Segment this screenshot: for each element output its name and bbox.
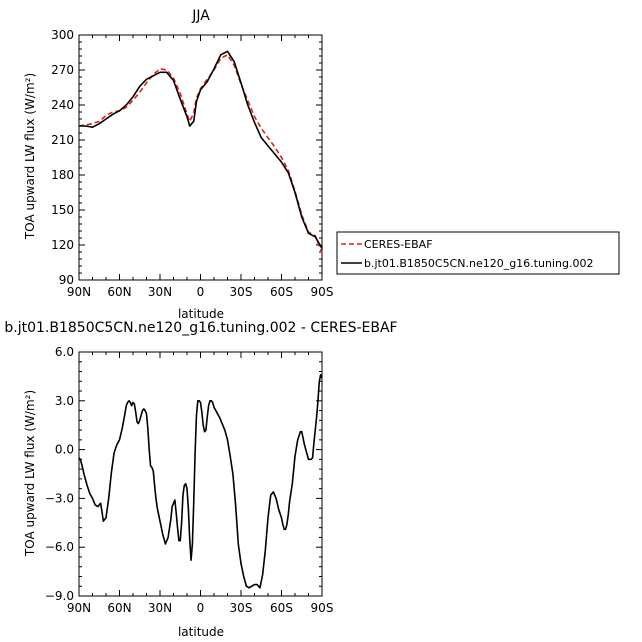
top-y-tick-label: 240	[51, 98, 74, 112]
bottom-plot-area: −9.0 −6.0 −3.0 0.0 3.0 6.0 90N 60N 30N 0 30S 60S 90S	[45, 345, 334, 615]
bottom-x-tick-label: 30N	[148, 601, 172, 615]
top-x-tick-label: 30N	[148, 285, 172, 299]
top-y-tick-label: 210	[51, 133, 74, 147]
bottom-y-tick-label: −9.0	[45, 589, 74, 603]
top-x-tick-label: 0	[197, 285, 205, 299]
bottom-y-tick-label: −3.0	[45, 491, 74, 505]
top-y-tick-label: 90	[59, 273, 74, 287]
bottom-series-line-0	[78, 373, 323, 589]
legend: CERES-EBAF b.jt01.B1850C5CN.ne120_g16.tu…	[336, 231, 620, 275]
bottom-y-tick-label: 3.0	[55, 394, 74, 408]
bottom-y-tick-label: 6.0	[55, 345, 74, 359]
bottom-y-axis-label: TOA upward LW flux (W/m²)	[23, 390, 37, 557]
legend-label-ceres: CERES-EBAF	[364, 238, 433, 251]
bottom-y-tick-label: 0.0	[55, 443, 74, 457]
top-frame	[78, 34, 323, 281]
top-chart-title: JJA	[191, 8, 210, 24]
bottom-panel: b.jt01.B1850C5CN.ne120_g16.tuning.002 - …	[4, 320, 397, 639]
bottom-x-tick-label: 0	[197, 601, 205, 615]
top-y-axis-label: TOA upward LW flux (W/m²)	[23, 73, 37, 240]
top-x-tick-label: 90N	[67, 285, 91, 299]
top-y-tick-label: 270	[51, 63, 74, 77]
bottom-x-axis-label: latitude	[178, 625, 224, 639]
top-x-tick-label: 90S	[311, 285, 334, 299]
top-series-line-0	[78, 54, 323, 254]
top-y-tick-label: 300	[51, 28, 74, 42]
top-y-tick-label: 120	[51, 238, 74, 252]
bottom-x-tick-label: 30S	[230, 601, 253, 615]
bottom-y-tick-label: −6.0	[45, 540, 74, 554]
top-x-tick-label: 60S	[270, 285, 293, 299]
top-x-tick-label: 30S	[230, 285, 253, 299]
top-y-tick-label: 180	[51, 168, 74, 182]
bottom-x-tick-label: 90S	[311, 601, 334, 615]
top-series-line-1	[79, 50, 323, 249]
legend-label-model: b.jt01.B1850C5CN.ne120_g16.tuning.002	[364, 257, 593, 270]
top-panel: JJA 90 120 150 180 210 240 270 300 90N 60N 30N 0 30S…	[23, 8, 333, 321]
legend-box	[336, 231, 620, 275]
top-x-tick-label: 60N	[107, 285, 131, 299]
bottom-chart-title: b.jt01.B1850C5CN.ne120_g16.tuning.002 - …	[4, 320, 397, 336]
bottom-x-tick-label: 90N	[67, 601, 91, 615]
top-x-axis-label: latitude	[178, 307, 224, 321]
top-y-tick-label: 150	[51, 203, 74, 217]
bottom-x-tick-label: 60N	[107, 601, 131, 615]
top-plot-area: 90 120 150 180 210 240 270 300 90N 60N 30N 0 30S 60S 9…	[51, 28, 333, 299]
bottom-frame	[78, 351, 323, 597]
bottom-x-tick-label: 60S	[270, 601, 293, 615]
